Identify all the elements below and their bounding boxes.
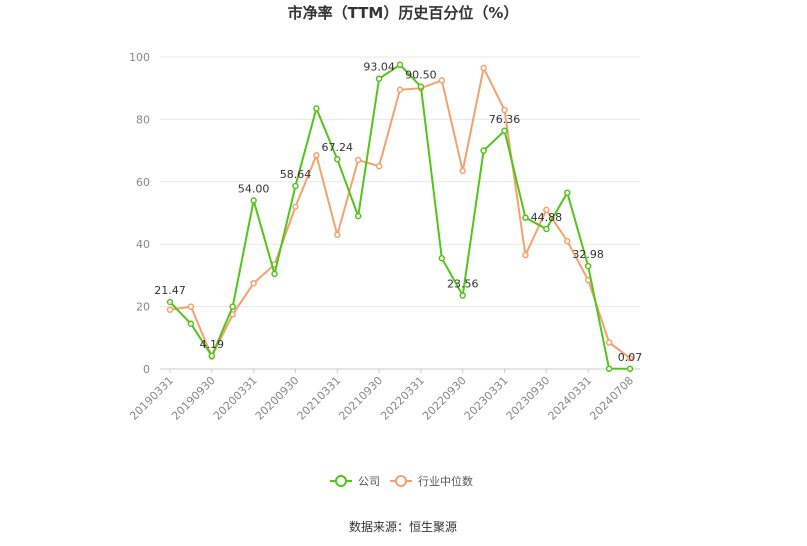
data-point <box>522 214 529 221</box>
data-point <box>334 231 341 239</box>
data-point <box>166 306 174 313</box>
data-point <box>501 106 508 114</box>
legend-swatch-marker <box>335 475 347 487</box>
data-point <box>229 303 236 310</box>
data-source: 数据来源：恒生聚源 <box>349 519 457 534</box>
legend[interactable]: 公司 行业中位数 <box>330 474 473 488</box>
data-point <box>543 206 550 214</box>
data-point <box>292 203 299 211</box>
data-point <box>271 270 278 278</box>
data-point <box>438 77 446 84</box>
x-tick-label: 20230331 <box>462 374 511 423</box>
chart-title: 市净率（TTM）历史百分位（%） <box>288 4 519 22</box>
y-tick-label: 60 <box>136 176 150 189</box>
data-label: 0.07 <box>618 351 643 364</box>
x-tick-label: 20190331 <box>127 374 176 423</box>
y-tick-label: 80 <box>136 113 150 126</box>
data-point <box>375 162 383 170</box>
data-point <box>417 83 425 90</box>
x-tick-label: 20190930 <box>169 374 218 423</box>
data-label: 21.47 <box>154 284 186 297</box>
data-point <box>626 365 634 373</box>
legend-label: 行业中位数 <box>418 474 473 488</box>
x-axis: 2019033120190930202003312020093020210331… <box>127 369 636 423</box>
y-tick-label: 0 <box>143 363 150 376</box>
legend-swatch-marker <box>395 475 407 487</box>
data-label: 93.04 <box>363 61 395 74</box>
data-point <box>250 279 257 287</box>
data-point <box>313 105 320 112</box>
data-point <box>187 320 195 328</box>
data-point <box>501 127 508 135</box>
legend-item-1[interactable]: 行业中位数 <box>390 474 473 488</box>
data-point <box>354 156 362 164</box>
data-labels: 21.47 4.19 54.00 58.64 67.24 93.04 90.50 23.56 7… <box>154 61 642 364</box>
legend-item-0[interactable]: 公司 <box>330 475 380 488</box>
data-label: 44.88 <box>531 211 563 224</box>
data-label: 23.56 <box>447 277 479 290</box>
data-point <box>166 298 174 306</box>
x-tick-label: 20240331 <box>546 374 595 423</box>
data-point <box>605 339 613 346</box>
x-tick-label: 20200930 <box>253 374 302 423</box>
data-label: 32.98 <box>572 248 604 261</box>
data-point <box>354 212 362 220</box>
data-point <box>459 167 466 175</box>
data-label: 76.36 <box>489 113 521 126</box>
x-tick-label: 20230930 <box>504 374 553 423</box>
y-tick-label: 20 <box>136 301 150 314</box>
data-label: 54.00 <box>238 183 270 196</box>
data-label: 4.19 <box>200 338 225 351</box>
x-tick-label: 20200331 <box>211 374 260 423</box>
grid <box>160 56 640 370</box>
legend-label: 公司 <box>358 475 380 488</box>
data-point <box>626 354 634 362</box>
y-tick-label: 100 <box>129 51 150 64</box>
data-point <box>396 61 404 69</box>
data-point <box>313 152 320 159</box>
series-lines <box>166 61 634 373</box>
x-tick-label: 20220331 <box>378 374 427 423</box>
data-point <box>543 225 550 233</box>
x-tick-label: 20240708 <box>587 374 636 423</box>
data-point <box>208 352 216 360</box>
data-point <box>564 189 571 196</box>
data-point <box>522 251 529 259</box>
data-point <box>584 262 592 270</box>
x-tick-label: 20210331 <box>295 374 344 423</box>
data-point <box>605 365 613 372</box>
y-axis: 0 20 40 60 80 100 <box>129 51 150 376</box>
data-point <box>480 147 487 154</box>
data-point <box>292 182 299 190</box>
data-label: 67.24 <box>322 141 354 154</box>
x-tick-label: 20220930 <box>420 374 469 423</box>
data-point <box>564 237 571 245</box>
data-point <box>187 303 195 310</box>
data-point <box>250 197 257 204</box>
data-point <box>438 254 446 262</box>
data-label: 58.64 <box>280 168 312 181</box>
data-point <box>375 75 383 82</box>
data-label: 90.50 <box>405 69 437 82</box>
y-tick-label: 40 <box>136 238 150 251</box>
data-point <box>334 155 341 163</box>
data-point <box>396 86 404 94</box>
x-tick-label: 20210930 <box>336 374 385 423</box>
data-point <box>480 64 487 72</box>
data-point <box>459 292 466 299</box>
